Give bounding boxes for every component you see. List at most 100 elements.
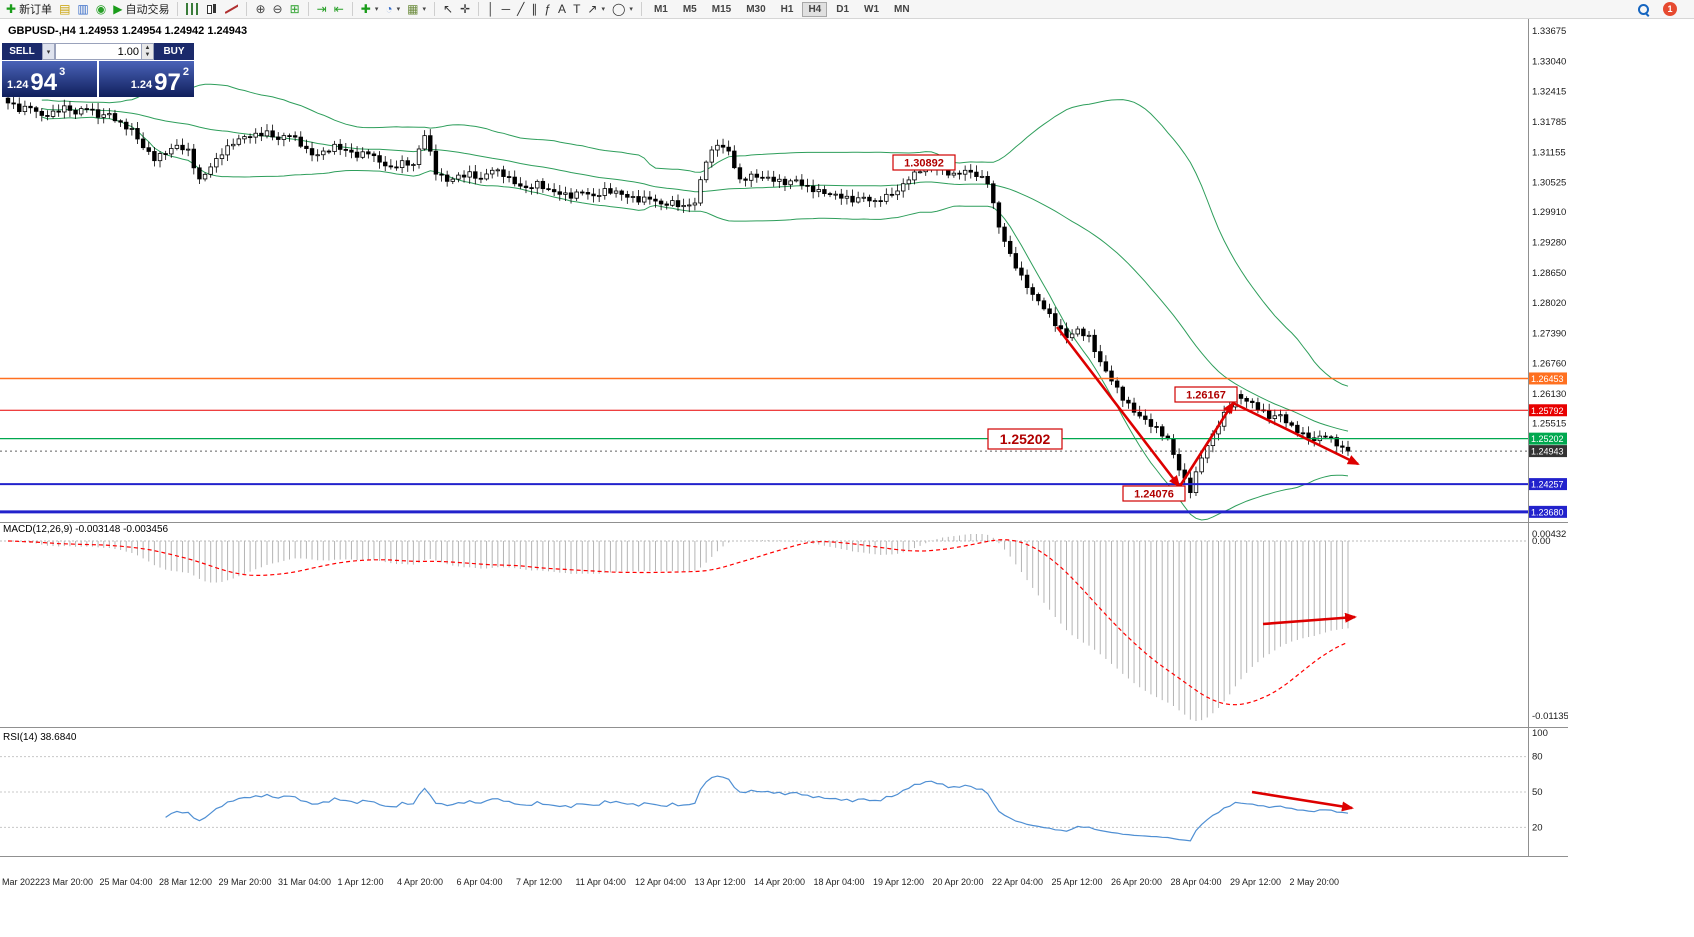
trendline-button[interactable]: ╱ [514,1,527,18]
text-button[interactable]: A [555,1,569,18]
rsi-label: RSI(14) 38.6840 [3,732,77,743]
axis-price-badge [1529,404,1567,417]
candlestick-icon [205,3,218,16]
horizontal-line[interactable]: 1.25202 [0,432,1567,445]
indicators-button[interactable]: ✚ ▾ [358,1,382,18]
market-watch-button[interactable]: ▤ [56,1,73,18]
market-watch-icon: ▤ [59,2,71,16]
horizontal-line[interactable]: 1.23680 [0,505,1567,518]
clock-icon: ◔ [385,2,393,16]
trend-arrows[interactable] [1055,326,1360,812]
volume-down-button[interactable]: ▼ [142,51,153,59]
buy-button[interactable]: BUY [154,43,194,60]
svg-text:0.00: 0.00 [1532,536,1551,547]
crosshair-button[interactable]: ✛ [457,1,473,18]
data-window-icon: ▥ [77,2,89,16]
timeframe-button-w1[interactable]: W1 [864,3,880,15]
chevron-down-icon[interactable]: ▾ [629,6,633,13]
sell-price-pip: 3 [59,66,66,78]
chart-symbol-header: GBPUSD-,H4 1.24953 1.24954 1.24942 1.249… [8,25,248,37]
line-chart-button[interactable] [222,1,241,18]
toolbar-separator [478,2,480,16]
time-axis-label: Mar 2022 [2,877,41,887]
arrows-tool-button[interactable]: ↗ ▾ [584,1,608,18]
sell-price-button[interactable]: 1.24 94 3 [2,61,97,97]
main-toolbar: ✚ 新订单 ▤ ▥ ◉ ▶ 自动交易 ⊕ ⊖ ⊞ ⇥ ⇤ ✚ ▾ ◔ ▾ ▦ ▾ ↖ ✛ │ ─ ╱ ∥ ƒ A T ↗ ▾ ◯ ▾ M1 M5… [0,0,1694,19]
templates-button[interactable]: ▦ ▾ [404,1,429,18]
time-axis-label: 29 Apr 12:00 [1230,877,1282,887]
fibonacci-button[interactable]: ƒ [541,1,554,18]
zoom-out-icon: ⊖ [272,2,283,16]
svg-text:1.24076: 1.24076 [1134,488,1174,500]
order-options-caret[interactable]: ▾ [42,43,55,60]
shapes-tool-button[interactable]: ◯ ▾ [609,1,636,18]
svg-text:1.24257: 1.24257 [1531,480,1564,490]
auto-trading-button[interactable]: ▶ 自动交易 [110,1,172,18]
equidistant-channel-button[interactable]: ∥ [528,1,540,18]
sell-button[interactable]: SELL [2,43,42,60]
timeframe-button-m15[interactable]: M15 [711,3,732,15]
text-label-button[interactable]: T [570,1,583,18]
horizontal-line-button[interactable]: ─ [499,1,514,18]
candlestick-chart-button[interactable] [202,1,221,18]
svg-text:1.28650: 1.28650 [1532,268,1566,279]
periods-button[interactable]: ◔ ▾ [382,1,403,18]
cursor-button[interactable]: ↖ [440,1,456,18]
search-button[interactable] [1634,1,1653,18]
svg-text:1.26760: 1.26760 [1532,359,1566,370]
auto-scroll-button[interactable]: ⇥ [314,1,330,18]
macd-label: MACD(12,26,9) -0.003148 -0.003456 [3,524,169,535]
timeframe-button-m1[interactable]: M1 [653,3,668,15]
volume-up-button[interactable]: ▲ [142,44,153,52]
bar-chart-button[interactable] [183,1,201,18]
chevron-down-icon[interactable]: ▾ [374,6,379,13]
channel-icon: ∥ [531,2,538,16]
current-price-line[interactable]: 1.24943 [0,445,1567,458]
search-icon [1637,3,1650,16]
horizontal-line[interactable]: 1.24257 [0,478,1567,491]
time-axis[interactable]: Mar 2022 23 Mar 20:00 25 Mar 04:00 28 Mar 1… [0,876,1568,889]
volume-input[interactable] [56,44,141,59]
timeframe-button-h4[interactable]: H4 [802,1,828,17]
timeframe-button-d1[interactable]: D1 [836,3,850,15]
price-labels[interactable]: 1.30892 1.26167 1.25202 1.24076 [892,154,1238,502]
buy-price-button[interactable]: 1.24 97 2 [99,61,194,97]
data-window-button[interactable]: ▥ [74,1,91,18]
timeframe-button-mn[interactable]: MN [894,3,910,15]
horizontal-line[interactable]: 1.26453 [0,372,1567,385]
shapes-icon: ◯ [611,2,626,16]
axis-price-badge [1529,505,1567,518]
timeframe-button-m5[interactable]: M5 [682,3,697,15]
new-order-button[interactable]: ✚ 新订单 [3,1,55,18]
indicators-icon: ✚ [360,2,371,16]
horizontal-line[interactable]: 1.25792 [0,404,1567,417]
vertical-line-button[interactable]: │ [484,1,498,18]
chart-shift-button[interactable]: ⇤ [331,1,347,18]
timeframe-button-m30[interactable]: M30 [746,3,766,15]
time-axis-label: 20 Apr 20:00 [932,877,984,887]
svg-text:1.30892: 1.30892 [904,157,944,169]
timeframe-button-h1[interactable]: H1 [780,3,794,15]
price-label-box [892,154,956,171]
chart-window[interactable]: GBPUSD-,H4 1.24953 1.24954 1.24942 1.249… [0,19,1568,889]
candlesticks [5,92,1351,499]
zoom-in-button[interactable]: ⊕ [252,1,268,18]
tile-windows-button[interactable]: ⊞ [287,1,303,18]
toolbar-separator [307,2,309,16]
time-axis-label: 18 Apr 04:00 [813,877,865,887]
chevron-down-icon[interactable]: ▾ [422,6,426,13]
zoom-out-button[interactable]: ⊖ [270,1,286,18]
price-axis[interactable]: 1.33675 1.33040 1.32415 1.31785 1.31155 1.305… [1532,26,1566,430]
svg-text:1.25202: 1.25202 [1000,431,1051,447]
chevron-down-icon[interactable]: ▾ [396,6,401,13]
chevron-down-icon[interactable]: ▾ [601,6,605,13]
vertical-line-icon: │ [487,2,495,16]
svg-text:20: 20 [1532,822,1543,833]
trend-arrow [1055,326,1181,488]
notification-badge[interactable]: 1 [1663,2,1677,16]
navigator-button[interactable]: ◉ [93,1,109,18]
svg-text:1.26453: 1.26453 [1531,374,1564,384]
svg-text:1.28020: 1.28020 [1532,298,1566,309]
buy-price-main: 97 [154,68,181,96]
